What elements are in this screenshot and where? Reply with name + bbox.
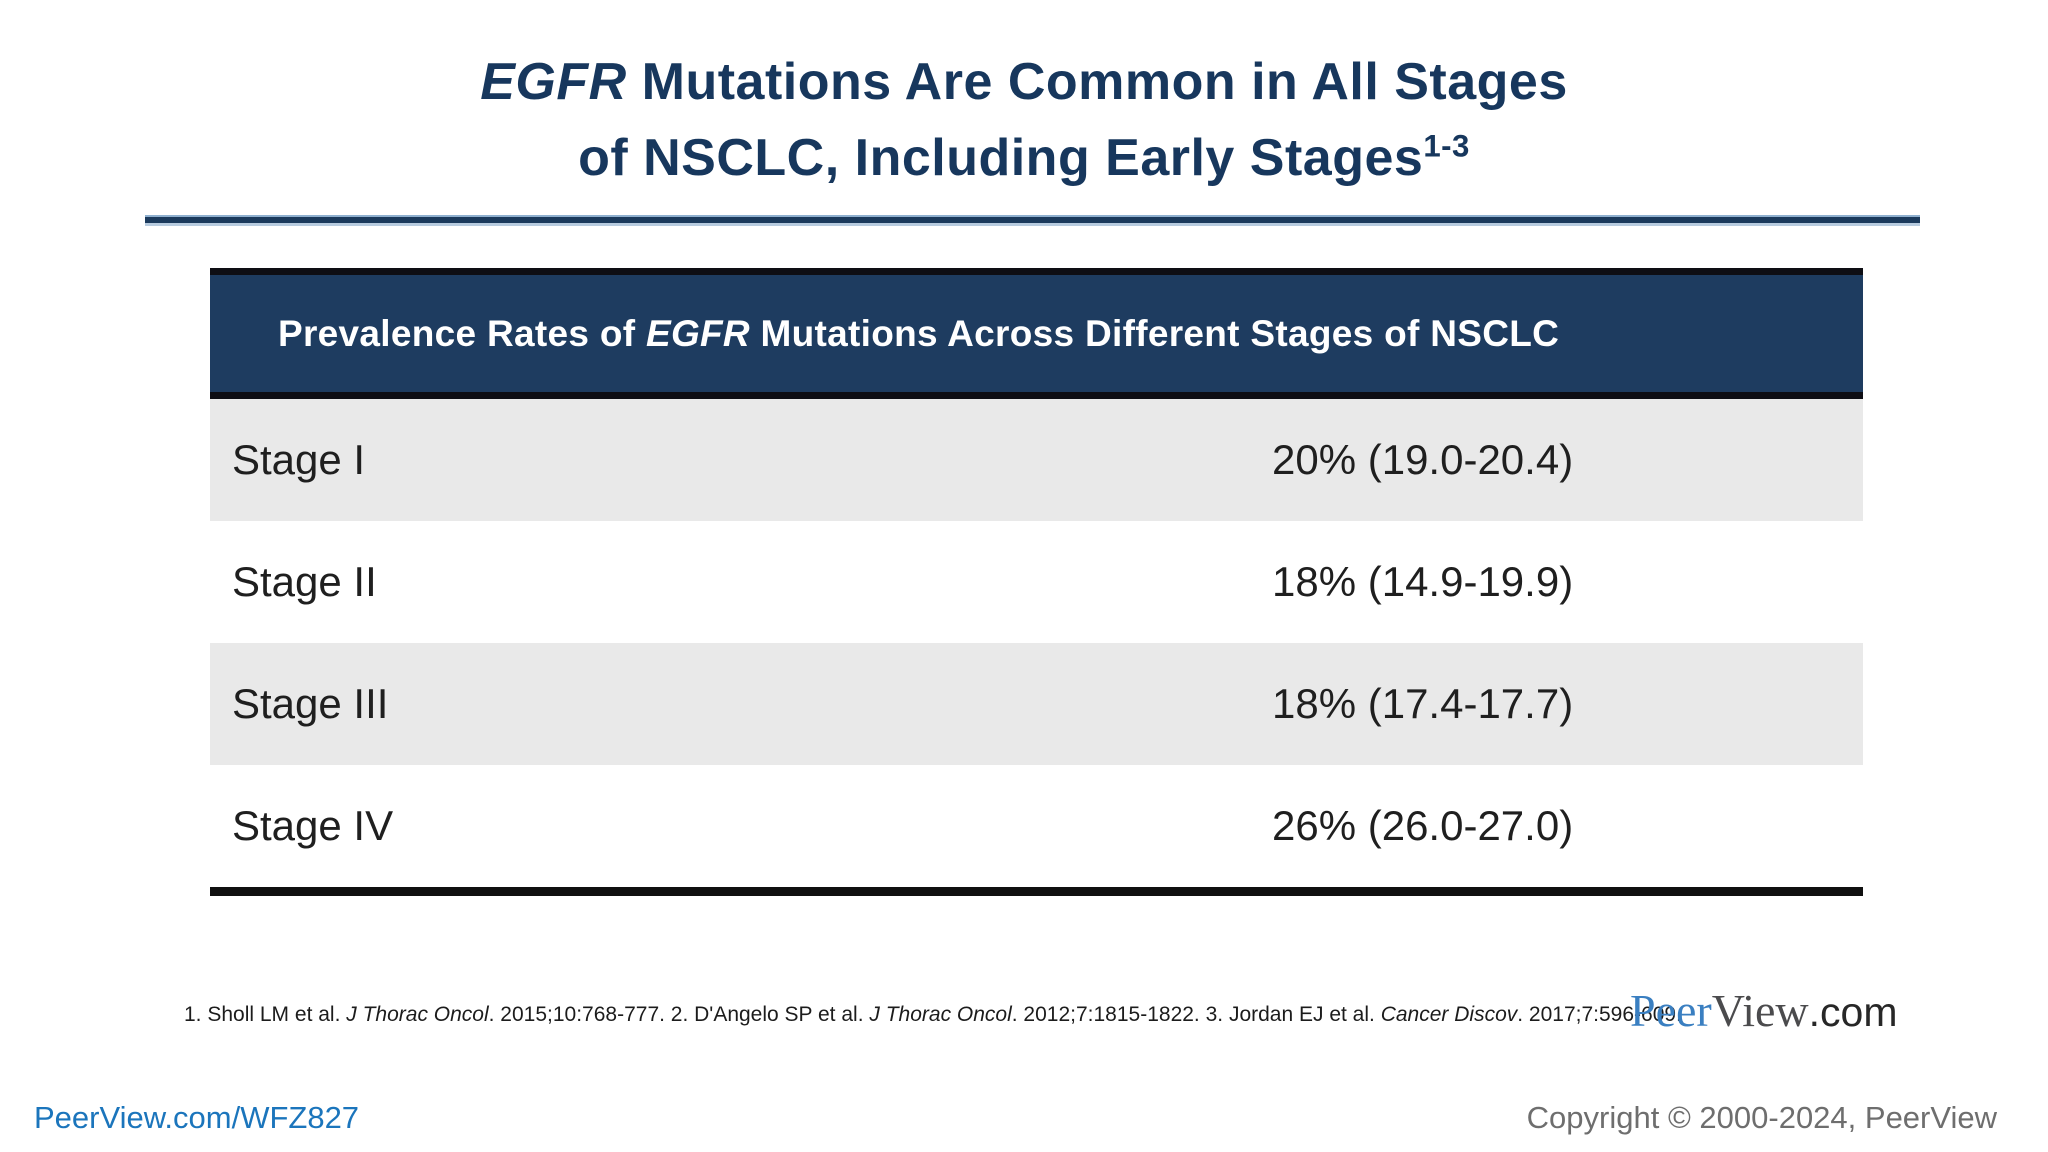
citation-footnote: 1. Sholl LM et al. J Thorac Oncol. 2015;… [184,1003,1682,1026]
prevalence-value: 20% (19.0-20.4) [1272,436,1574,483]
program-url-link[interactable]: PeerView.com/WFZ827 [34,1100,360,1135]
peerview-logo: PeerView.com [1630,984,1897,1039]
table-row: Stage II 18% (14.9-19.9) [210,521,1863,643]
logo-view: View [1711,985,1809,1036]
slide-title-line1: EGFR Mutations Are Common in All Stages [480,53,1568,111]
prevalence-value: 26% (26.0-27.0) [1272,802,1574,849]
table-bottom-rule [210,887,1863,896]
title-divider-rule [145,215,1920,226]
slide-title-line2: of NSCLC, Including Early Stages1-3 [578,128,1470,187]
journal-name: Cancer Discov [1380,1003,1518,1026]
stage-label: Stage IV [232,802,394,849]
journal-name: J Thorac Oncol [346,1003,489,1026]
stage-label: Stage III [232,680,389,727]
logo-peer: Peer [1630,985,1712,1036]
stage-label: Stage I [232,436,366,483]
prevalence-value: 18% (14.9-19.9) [1272,558,1574,605]
journal-name: J Thorac Oncol [869,1003,1012,1026]
table-header-gene: EGFR [645,312,750,354]
table-row: Stage I 20% (19.0-20.4) [210,399,1863,521]
stage-label: Stage II [232,558,377,605]
table-row: Stage III 18% (17.4-17.7) [210,643,1863,765]
table-header: Prevalence Rates of EGFR Mutations Acros… [210,268,1863,399]
table-header-text: Prevalence Rates of EGFR Mutations Acros… [278,312,1560,354]
table-row: Stage IV 26% (26.0-27.0) [210,765,1863,887]
title-reference-superscript: 1-3 [1423,128,1470,164]
prevalence-table: Prevalence Rates of EGFR Mutations Acros… [210,268,1863,896]
slide-title: EGFR Mutations Are Common in All Stages … [0,44,2048,196]
logo-com: .com [1808,989,1898,1035]
slide-title-gene: EGFR [480,53,627,111]
copyright-notice: Copyright © 2000-2024, PeerView [1526,1100,1997,1135]
prevalence-value: 18% (17.4-17.7) [1272,680,1574,727]
